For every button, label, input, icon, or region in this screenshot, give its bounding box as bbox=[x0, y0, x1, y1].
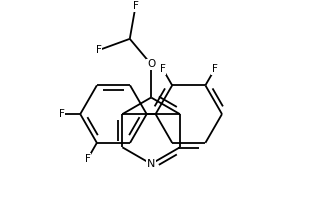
Text: F: F bbox=[59, 109, 65, 119]
Text: O: O bbox=[147, 59, 155, 69]
Text: F: F bbox=[160, 64, 166, 74]
Text: F: F bbox=[85, 154, 90, 164]
Text: F: F bbox=[96, 45, 101, 55]
Text: F: F bbox=[133, 1, 139, 11]
Text: F: F bbox=[212, 64, 218, 74]
Text: N: N bbox=[147, 159, 155, 169]
